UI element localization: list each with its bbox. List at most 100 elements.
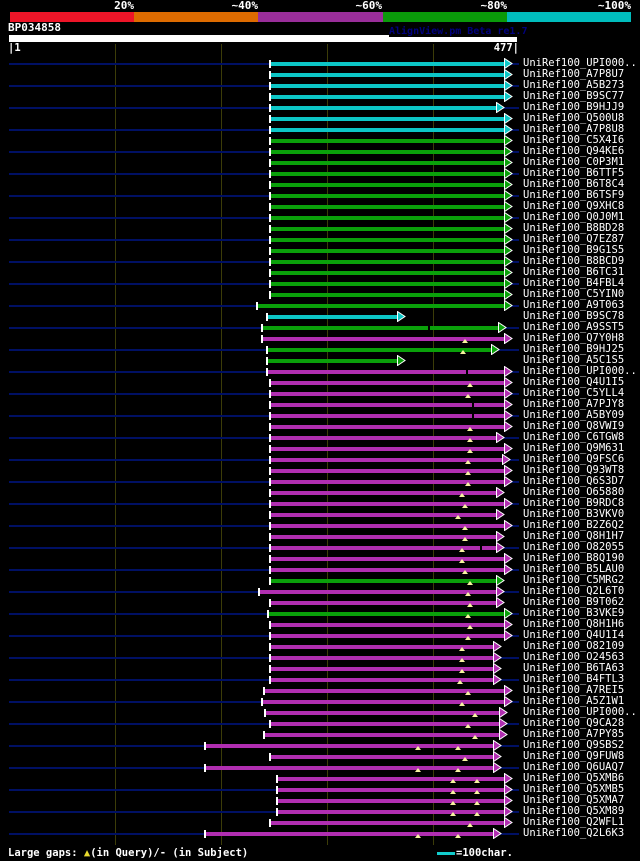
row-label[interactable]: UniRef100_C5MRG2 xyxy=(523,575,625,586)
bar-arrowhead-icon[interactable] xyxy=(493,740,502,751)
bar-arrowhead-icon[interactable] xyxy=(493,828,502,839)
row-label[interactable]: UniRef100_UPI000.. xyxy=(523,707,637,718)
bar-arrowhead-icon[interactable] xyxy=(504,553,513,564)
alignment-bar[interactable] xyxy=(257,303,505,308)
row-label[interactable]: UniRef100_Q9SBS2 xyxy=(523,740,625,751)
alignment-bar[interactable] xyxy=(270,138,505,143)
alignment-bar[interactable] xyxy=(270,523,505,528)
alignment-bar[interactable] xyxy=(270,105,497,110)
alignment-bar[interactable] xyxy=(270,127,505,132)
row-label[interactable]: UniRef100_B6T8C4 xyxy=(523,179,625,190)
bar-arrowhead-icon[interactable] xyxy=(504,498,513,509)
alignment-bar[interactable] xyxy=(270,402,505,407)
row-label[interactable]: UniRef100_Q5XM89 xyxy=(523,806,625,817)
bar-arrowhead-icon[interactable] xyxy=(504,234,513,245)
alignment-bar[interactable] xyxy=(270,281,505,286)
alignment-bar[interactable] xyxy=(267,369,505,374)
bar-arrowhead-icon[interactable] xyxy=(504,817,513,828)
row-label[interactable]: UniRef100_Q5XMB5 xyxy=(523,784,625,795)
alignment-bar[interactable] xyxy=(262,336,505,341)
row-label[interactable]: UniRef100_Q9M631 xyxy=(523,443,625,454)
row-label[interactable]: UniRef100_C5YIN0 xyxy=(523,289,625,300)
bar-arrowhead-icon[interactable] xyxy=(504,795,513,806)
bar-arrowhead-icon[interactable] xyxy=(493,663,502,674)
alignment-bar[interactable] xyxy=(265,710,500,715)
row-label[interactable]: UniRef100_B3VKV0 xyxy=(523,509,625,520)
bar-arrowhead-icon[interactable] xyxy=(504,113,513,124)
row-label[interactable]: UniRef100_A5C1S5 xyxy=(523,355,625,366)
alignment-bar[interactable] xyxy=(270,83,505,88)
alignment-bar[interactable] xyxy=(270,600,497,605)
row-label[interactable]: UniRef100_Q2L6K3 xyxy=(523,828,625,839)
row-label[interactable]: UniRef100_Q4U1I4 xyxy=(523,630,625,641)
row-label[interactable]: UniRef100_B4FBL4 xyxy=(523,278,625,289)
row-label[interactable]: UniRef100_Q9XHC8 xyxy=(523,201,625,212)
alignment-bar[interactable] xyxy=(270,94,505,99)
bar-arrowhead-icon[interactable] xyxy=(504,520,513,531)
bar-arrowhead-icon[interactable] xyxy=(491,344,500,355)
bar-arrowhead-icon[interactable] xyxy=(499,718,508,729)
row-label[interactable]: UniRef100_B2Z6Q2 xyxy=(523,520,625,531)
bar-arrowhead-icon[interactable] xyxy=(504,399,513,410)
row-label[interactable]: UniRef100_A5Z1W1 xyxy=(523,696,625,707)
alignment-bar[interactable] xyxy=(270,182,505,187)
row-label[interactable]: UniRef100_B9T062 xyxy=(523,597,625,608)
bar-arrowhead-icon[interactable] xyxy=(496,102,505,113)
row-label[interactable]: UniRef100_Q93WT8 xyxy=(523,465,625,476)
bar-arrowhead-icon[interactable] xyxy=(493,751,502,762)
bar-arrowhead-icon[interactable] xyxy=(504,784,513,795)
row-label[interactable]: UniRef100_UPI000.. xyxy=(523,58,637,69)
alignment-bar[interactable] xyxy=(277,787,505,792)
bar-arrowhead-icon[interactable] xyxy=(504,630,513,641)
row-label[interactable]: UniRef100_Q2WFL1 xyxy=(523,817,625,828)
row-label[interactable]: UniRef100_Q4U1I5 xyxy=(523,377,625,388)
alignment-bar[interactable] xyxy=(270,248,505,253)
alignment-bar[interactable] xyxy=(205,831,494,836)
alignment-bar[interactable] xyxy=(270,545,497,550)
bar-arrowhead-icon[interactable] xyxy=(504,267,513,278)
bar-arrowhead-icon[interactable] xyxy=(493,641,502,652)
alignment-bar[interactable] xyxy=(277,776,505,781)
alignment-bar[interactable] xyxy=(270,468,505,473)
bar-arrowhead-icon[interactable] xyxy=(504,135,513,146)
alignment-bar[interactable] xyxy=(270,391,505,396)
bar-arrowhead-icon[interactable] xyxy=(504,124,513,135)
alignment-bar[interactable] xyxy=(270,61,505,66)
row-label[interactable]: UniRef100_Q9CA28 xyxy=(523,718,625,729)
bar-arrowhead-icon[interactable] xyxy=(504,91,513,102)
alignment-bar[interactable] xyxy=(270,292,505,297)
alignment-bar[interactable] xyxy=(270,204,505,209)
alignment-bar[interactable] xyxy=(270,754,494,759)
alignment-bar[interactable] xyxy=(270,567,505,572)
bar-arrowhead-icon[interactable] xyxy=(504,388,513,399)
alignment-bar[interactable] xyxy=(270,512,497,517)
bar-arrowhead-icon[interactable] xyxy=(496,531,505,542)
row-label[interactable]: UniRef100_Q7EZ87 xyxy=(523,234,625,245)
alignment-bar[interactable] xyxy=(270,259,505,264)
alignment-bar[interactable] xyxy=(259,589,497,594)
row-label[interactable]: UniRef100_Q2L6T0 xyxy=(523,586,625,597)
row-label[interactable]: UniRef100_Q8H1H7 xyxy=(523,531,625,542)
row-label[interactable]: UniRef100_B9G1S5 xyxy=(523,245,625,256)
alignment-bar[interactable] xyxy=(270,501,505,506)
row-label[interactable]: UniRef100_B6TC31 xyxy=(523,267,625,278)
alignment-bar[interactable] xyxy=(270,215,505,220)
alignment-bar[interactable] xyxy=(277,809,505,814)
row-label[interactable]: UniRef100_B8BD28 xyxy=(523,223,625,234)
row-label[interactable]: UniRef100_Q0J0M1 xyxy=(523,212,625,223)
row-label[interactable]: UniRef100_C0P3M1 xyxy=(523,157,625,168)
bar-arrowhead-icon[interactable] xyxy=(504,696,513,707)
bar-arrowhead-icon[interactable] xyxy=(504,806,513,817)
bar-arrowhead-icon[interactable] xyxy=(504,157,513,168)
row-label[interactable]: UniRef100_C5X4I6 xyxy=(523,135,625,146)
row-label[interactable]: UniRef100_C6TGW8 xyxy=(523,432,625,443)
bar-arrowhead-icon[interactable] xyxy=(504,608,513,619)
row-label[interactable]: UniRef100_Q94KE6 xyxy=(523,146,625,157)
bar-arrowhead-icon[interactable] xyxy=(504,69,513,80)
bar-arrowhead-icon[interactable] xyxy=(504,333,513,344)
row-label[interactable]: UniRef100_B6TA63 xyxy=(523,663,625,674)
alignment-bar[interactable] xyxy=(270,435,497,440)
bar-arrowhead-icon[interactable] xyxy=(496,542,505,553)
alignment-bar[interactable] xyxy=(270,226,505,231)
bar-arrowhead-icon[interactable] xyxy=(504,201,513,212)
